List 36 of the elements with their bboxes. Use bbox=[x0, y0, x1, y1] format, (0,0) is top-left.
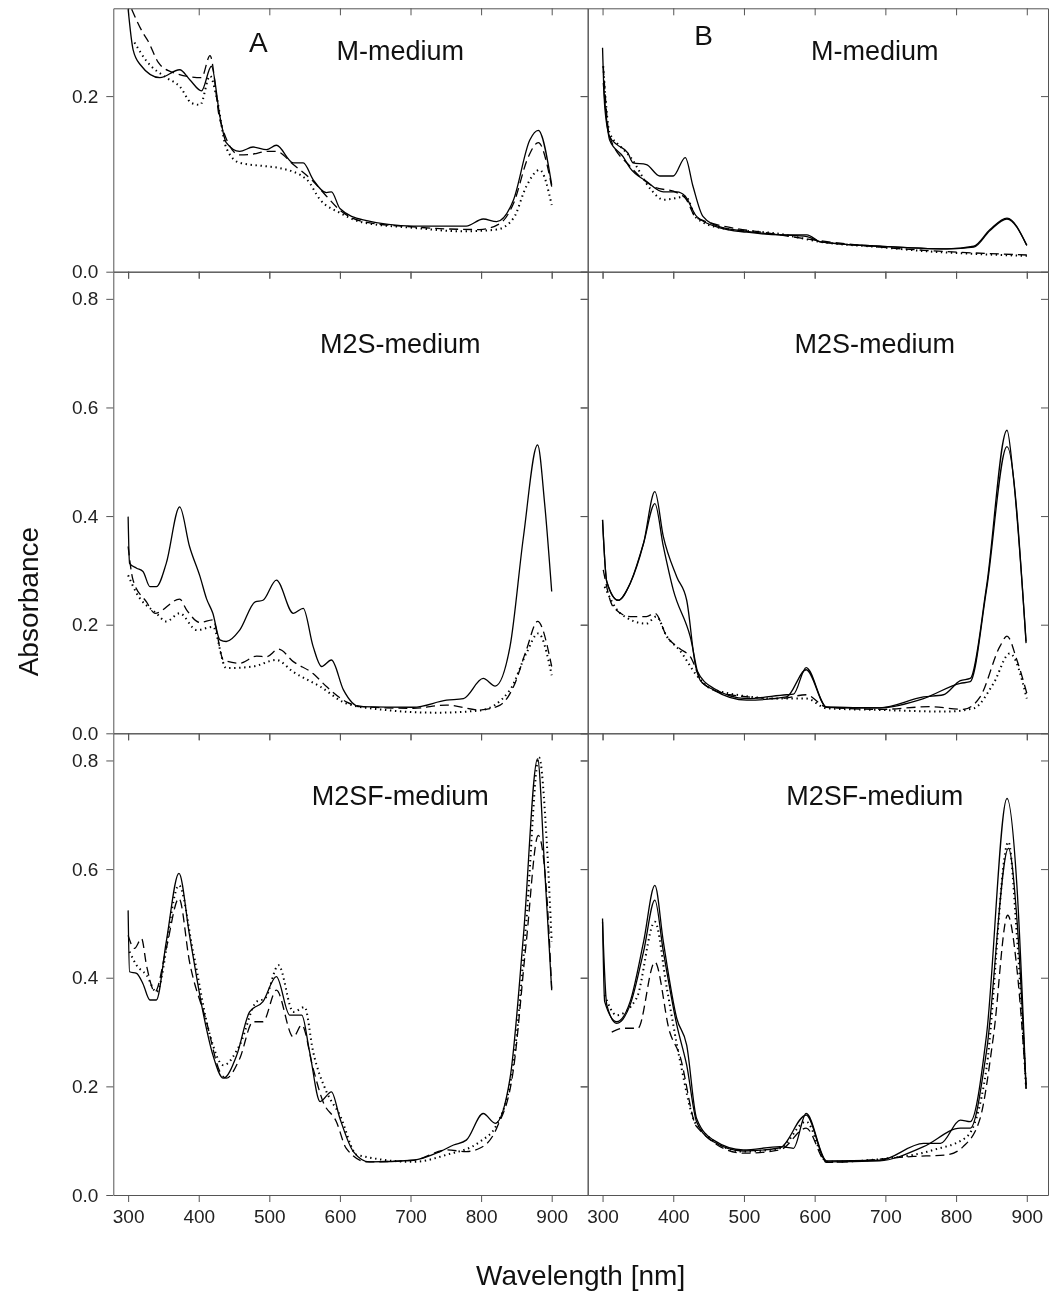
y-tick-label: 0.8 bbox=[71, 750, 99, 772]
text: M2SF-medium bbox=[311, 781, 489, 812]
x-tick-label: 800 bbox=[940, 1206, 973, 1228]
x-tick-label: 600 bbox=[324, 1206, 357, 1228]
y-tick-label: 0.2 bbox=[71, 85, 99, 107]
x-tick-label: 400 bbox=[657, 1206, 690, 1228]
y-tick-label: 0.6 bbox=[71, 397, 99, 419]
x-tick-label: 900 bbox=[536, 1206, 569, 1228]
x-tick-label: 500 bbox=[728, 1206, 761, 1228]
y-tick-label: 0.4 bbox=[71, 967, 99, 989]
x-tick-label: 900 bbox=[1011, 1206, 1044, 1228]
y-tick-label: 0.8 bbox=[71, 288, 99, 310]
y-tick-label: 0.2 bbox=[71, 614, 99, 636]
x-tick-label: 700 bbox=[870, 1206, 902, 1228]
x-axis-title: Wavelength [nm] bbox=[476, 1260, 686, 1291]
text: M2S-medium bbox=[320, 328, 481, 359]
annotation: A bbox=[248, 27, 268, 59]
text: M2S-medium bbox=[794, 328, 955, 359]
y-axis-title: Absorbance bbox=[13, 526, 44, 677]
y-tick-label: 0.0 bbox=[71, 1184, 99, 1206]
text: M2SF-medium bbox=[786, 781, 964, 812]
y-tick-label: 0.2 bbox=[71, 1075, 99, 1097]
text: M-medium bbox=[336, 36, 465, 67]
x-tick-label: 700 bbox=[395, 1206, 427, 1228]
x-tick-label: 500 bbox=[253, 1206, 286, 1228]
y-tick-label: 0.0 bbox=[71, 261, 99, 283]
x-tick-label: 400 bbox=[183, 1206, 216, 1228]
x-tick-label: 300 bbox=[587, 1206, 619, 1228]
x-tick-label: 600 bbox=[799, 1206, 832, 1228]
y-tick-label: 0.0 bbox=[71, 722, 99, 744]
y-tick-label: 0.4 bbox=[71, 505, 99, 527]
x-tick-label: 800 bbox=[465, 1206, 498, 1228]
x-tick-label: 300 bbox=[112, 1206, 145, 1228]
annotation: B bbox=[694, 20, 714, 52]
text: M-medium bbox=[810, 36, 939, 67]
y-tick-label: 0.6 bbox=[71, 858, 99, 880]
